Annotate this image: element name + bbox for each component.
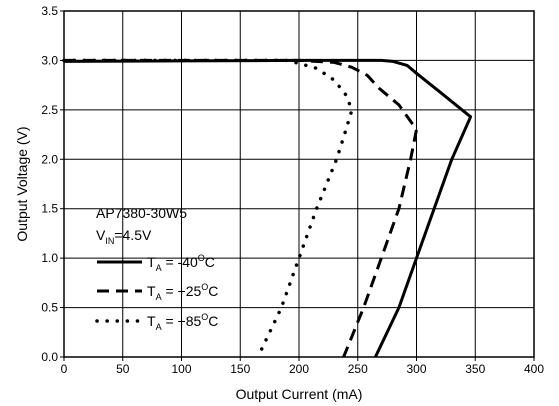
legend-plus85-sup: O [201, 312, 208, 322]
vin-sub: IN [105, 236, 114, 246]
x-tick-label: 350 [465, 362, 485, 376]
y-tick-label: 3.0 [41, 53, 58, 67]
y-tick-label: 2.0 [41, 152, 58, 166]
series-line-plus25 [64, 58, 418, 358]
legend-plus25-sup: O [201, 282, 208, 292]
legend-minus40-value: = -40 [162, 254, 198, 270]
legend-plus25-main: T [147, 283, 156, 299]
axis-ticks: 0 50 100 150 200 250 300 350 400 0.0 0.5 1.0 1.5 2.0 2… [41, 4, 544, 376]
y-tick-label: 2.5 [41, 103, 58, 117]
x-tick-label: 300 [406, 362, 426, 376]
x-tick-label: 200 [289, 362, 309, 376]
y-axis-label: Output Voltage (V) [14, 126, 30, 241]
legend-plus25-sub: A [156, 292, 162, 302]
y-tick-label: 3.5 [41, 4, 58, 18]
series-group [62, 58, 473, 359]
legend-minus40-sup: O [198, 253, 205, 263]
vin-main: V [96, 227, 106, 243]
x-tick-label: 50 [116, 362, 130, 376]
y-tick-label: 0.5 [41, 301, 58, 315]
y-tick-label: 0.0 [41, 350, 58, 364]
legend-plus25-value: = +25 [162, 283, 202, 299]
y-tick-label: 1.5 [41, 202, 58, 216]
y-tick-label: 1.0 [41, 251, 58, 265]
legend-plus85-main: T [147, 313, 156, 329]
series-line-plus85 [62, 58, 354, 359]
x-axis-label: Output Current (mA) [236, 386, 363, 402]
legend-label-minus40: TA = -40OC [147, 253, 215, 273]
legend-plus85-sub: A [156, 322, 162, 332]
legend-plus85-value: = +85 [162, 313, 202, 329]
x-tick-label: 150 [230, 362, 250, 376]
vin-annotation: VIN=4.5V [96, 227, 152, 246]
legend-minus40-sub: A [156, 263, 162, 273]
x-tick-label: 250 [348, 362, 368, 376]
legend-label-plus25: TA = +25OC [147, 282, 218, 302]
x-tick-label: 0 [61, 362, 68, 376]
device-annotation: AP7380-30W5 [96, 205, 187, 221]
vin-value: =4.5V [114, 227, 152, 243]
legend-plus25-unit: C [208, 283, 218, 299]
x-tick-label: 100 [171, 362, 191, 376]
legend: AP7380-30W5 VIN=4.5V TA = -40OC TA = +25… [95, 205, 218, 332]
legend-label-plus85: TA = +85OC [147, 312, 218, 332]
legend-minus40-unit: C [205, 254, 215, 270]
x-tick-label: 400 [524, 362, 544, 376]
legend-plus85-unit: C [208, 313, 218, 329]
legend-minus40-main: T [147, 254, 156, 270]
